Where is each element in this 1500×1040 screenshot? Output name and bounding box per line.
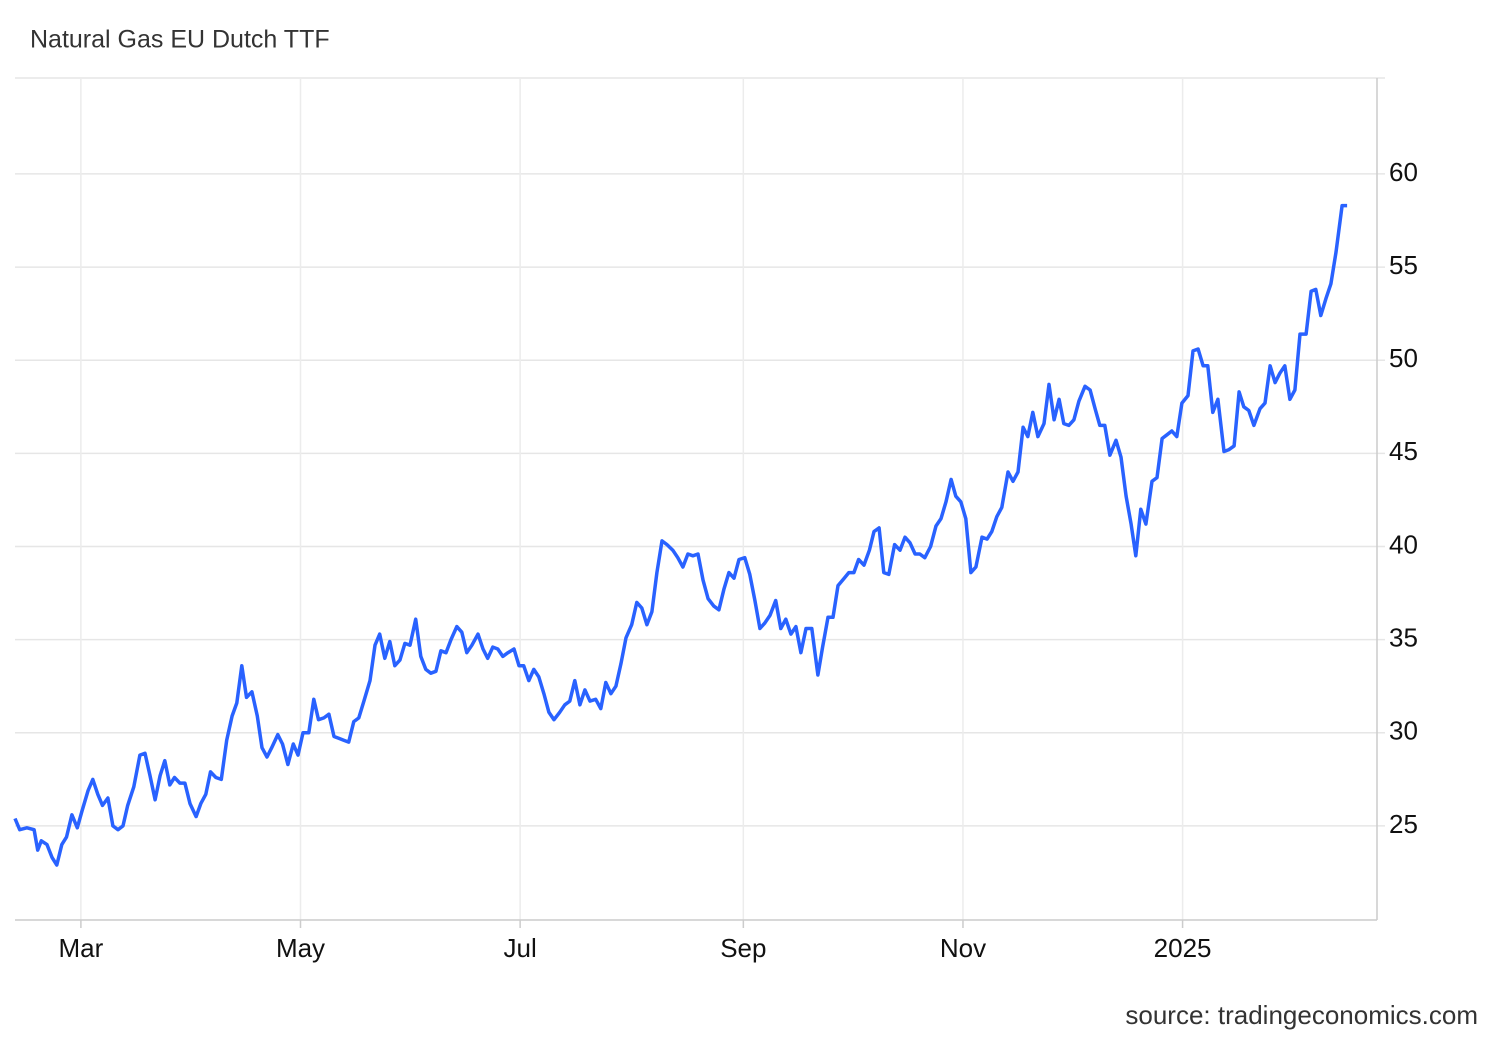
x-tick-label: 2025 [1154, 933, 1212, 963]
y-tick-label: 40 [1389, 529, 1418, 559]
y-tick-label: 45 [1389, 436, 1418, 466]
y-tick-label: 35 [1389, 623, 1418, 653]
y-tick-label: 55 [1389, 250, 1418, 280]
y-tick-label: 30 [1389, 716, 1418, 746]
chart-title: Natural Gas EU Dutch TTF [30, 26, 330, 54]
y-tick-label: 50 [1389, 343, 1418, 373]
x-tick-label: Sep [720, 933, 766, 963]
x-tick-label: Nov [940, 933, 986, 963]
y-tick-label: 60 [1389, 157, 1418, 187]
y-tick-label: 25 [1389, 809, 1418, 839]
data-line [13, 203, 1348, 867]
x-tick-label: May [276, 933, 325, 963]
x-tick-label: Jul [503, 933, 536, 963]
source: source: tradingeconomics.com [1125, 1000, 1478, 1030]
x-tick-label: Mar [58, 933, 103, 963]
